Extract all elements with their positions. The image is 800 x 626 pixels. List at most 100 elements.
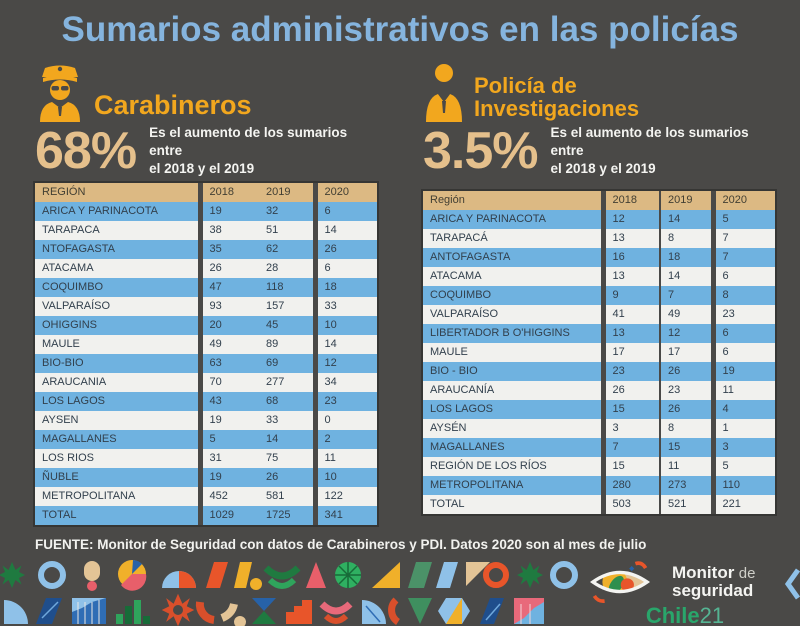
column-header: 2019 (259, 183, 315, 202)
value-cell: 12 (659, 324, 713, 343)
value-cell: 19 (197, 411, 259, 430)
value-cell: 14 (312, 221, 377, 240)
value-cell: 33 (312, 297, 377, 316)
value-cell: 14 (312, 335, 377, 354)
value-cell: 6 (312, 202, 377, 221)
table-row: MAULE 17 17 6 (423, 343, 775, 362)
region-cell: TARAPACA (35, 221, 200, 240)
region-cell: LIBERTADOR B O'HIGGINS (423, 324, 603, 343)
chile21-logo: Chile21 (645, 603, 725, 626)
value-cell: 15 (659, 438, 713, 457)
value-cell: 18 (312, 278, 377, 297)
pdi-title-line1: Policía de (474, 73, 577, 99)
value-cell: 5 (710, 210, 775, 229)
source-note: FUENTE: Monitor de Seguridad con datos d… (35, 537, 647, 552)
column-header: 2020 (312, 183, 377, 202)
value-cell: 1029 (197, 506, 259, 525)
value-cell: 34 (312, 373, 377, 392)
carabineros-stat-value: 68% (35, 121, 137, 180)
region-cell: NTOFAGASTA (35, 240, 200, 259)
value-cell: 521 (659, 495, 713, 514)
value-cell: 280 (600, 476, 660, 495)
value-cell: 26 (259, 468, 315, 487)
decorative-shapes-band (0, 560, 800, 626)
table-row: OHIGGINS 20 45 10 (35, 316, 377, 335)
region-cell: METROPOLITANA (35, 487, 200, 506)
value-cell: 581 (259, 487, 315, 506)
value-cell: 7 (600, 438, 660, 457)
region-cell: ARICA Y PARINACOTA (35, 202, 200, 221)
value-cell: 452 (197, 487, 259, 506)
value-cell: 31 (197, 449, 259, 468)
value-cell: 11 (659, 457, 713, 476)
table-row: AYSÉN 3 8 1 (423, 419, 775, 438)
table-row: TARAPACA 38 51 14 (35, 221, 377, 240)
value-cell: 17 (659, 343, 713, 362)
table-row: LOS LAGOS 15 26 4 (423, 400, 775, 419)
region-cell: ÑUBLE (35, 468, 200, 487)
monitor-seguridad-logo: Monitor de seguridad Chile21 (576, 560, 794, 626)
region-cell: MAULE (423, 343, 603, 362)
value-cell: 10 (312, 468, 377, 487)
footer-band (0, 558, 800, 626)
value-cell: 33 (259, 411, 315, 430)
table-row: COQUIMBO 9 7 8 (423, 286, 775, 305)
eye-logo-icon (589, 561, 651, 603)
region-cell: LOS LAGOS (35, 392, 200, 411)
table-row: TARAPACÁ 13 8 7 (423, 229, 775, 248)
region-cell: VALPARAÍSO (423, 305, 603, 324)
value-cell: 221 (710, 495, 775, 514)
carabineros-stat: 68% Es el aumento de los sumarios entre … (35, 124, 380, 178)
region-cell: TOTAL (423, 495, 603, 514)
value-cell: 23 (659, 381, 713, 400)
table-row: VALPARAÍSO 93 157 33 (35, 297, 377, 316)
region-cell: BIO - BIO (423, 362, 603, 381)
value-cell: 49 (659, 305, 713, 324)
value-cell: 13 (600, 324, 660, 343)
value-cell: 28 (259, 259, 315, 278)
value-cell: 23 (312, 392, 377, 411)
region-cell: TOTAL (35, 506, 200, 525)
value-cell: 6 (710, 343, 775, 362)
value-cell: 19 (710, 362, 775, 381)
value-cell: 70 (197, 373, 259, 392)
value-cell: 5 (710, 457, 775, 476)
table-row: ÑUBLE 19 26 10 (35, 468, 377, 487)
value-cell: 26 (197, 259, 259, 278)
value-cell: 2 (312, 430, 377, 449)
value-cell: 118 (259, 278, 315, 297)
column-header: Región (423, 191, 603, 210)
carabineros-section: Carabineros 68% Es el aumento de los sum… (33, 62, 380, 527)
table-row: ATACAMA 13 14 6 (423, 267, 775, 286)
region-cell: ANTOFAGASTA (423, 248, 603, 267)
table-row: AYSEN 19 33 0 (35, 411, 377, 430)
value-cell: 503 (600, 495, 660, 514)
value-cell: 93 (197, 297, 259, 316)
value-cell: 45 (259, 316, 315, 335)
table-row: MAULE 49 89 14 (35, 335, 377, 354)
column-header: 2018 (600, 191, 660, 210)
value-cell: 14 (259, 430, 315, 449)
region-cell: OHIGGINS (35, 316, 200, 335)
table-row: ATACAMA 26 28 6 (35, 259, 377, 278)
table-row: ARICA Y PARINACOTA 12 14 5 (423, 210, 775, 229)
table-row: ARICA Y PARINACOTA 19 32 6 (35, 202, 377, 221)
value-cell: 13 (600, 229, 660, 248)
value-cell: 43 (197, 392, 259, 411)
pdi-title: Policía de Investigaciones (474, 73, 639, 122)
value-cell: 11 (710, 381, 775, 400)
value-cell: 1725 (259, 506, 315, 525)
table-row: NTOFAGASTA 35 62 26 (35, 240, 377, 259)
value-cell: 62 (259, 240, 315, 259)
table-row: BIO-BIO 63 69 12 (35, 354, 377, 373)
value-cell: 6 (710, 324, 775, 343)
table-row: REGIÓN DE LOS RÍOS 15 11 5 (423, 457, 775, 476)
value-cell: 7 (710, 248, 775, 267)
value-cell: 26 (659, 362, 713, 381)
value-cell: 23 (600, 362, 660, 381)
table-header-row: REGIÓN 2018 2019 2020 (35, 183, 377, 202)
table-row: MAGALLANES 5 14 2 (35, 430, 377, 449)
value-cell: 16 (600, 248, 660, 267)
value-cell: 89 (259, 335, 315, 354)
